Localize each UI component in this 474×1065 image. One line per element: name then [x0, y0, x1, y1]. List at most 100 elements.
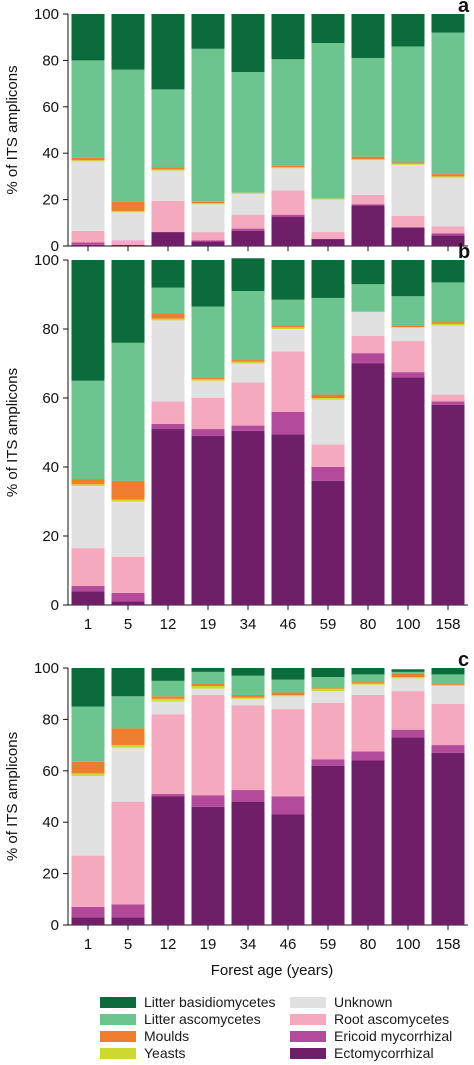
bar-segment: [191, 398, 225, 430]
bar-segment: [231, 675, 265, 695]
bar-segment: [151, 696, 185, 699]
chart-legend: Litter basidiomycetes Litter ascomycetes M…: [100, 994, 470, 1062]
bar-segment: [151, 14, 185, 90]
bar-segment: [391, 729, 425, 738]
bar-segment: [271, 434, 305, 605]
bar-segment: [311, 687, 345, 689]
bar-segment: [191, 685, 225, 689]
x-tick-label: 80: [360, 616, 377, 633]
bar-segment: [271, 411, 305, 435]
bar-segment: [71, 917, 105, 925]
legend-label: Ectomycorrhizal: [334, 1045, 434, 1061]
bar-segment: [391, 46, 425, 163]
stacked-bar-figure: a% of ITS amplicons020406080100151219344…: [4, 0, 470, 979]
bar-segment: [191, 260, 225, 307]
bar-segment: [271, 260, 305, 300]
bar-segment: [151, 287, 185, 314]
bar-segment: [151, 169, 185, 171]
bar-segment: [351, 204, 385, 206]
bar-segment: [111, 480, 145, 500]
bar-segment: [231, 694, 265, 698]
legend-label: Litter ascomycetes: [144, 1011, 261, 1027]
bar-segment: [311, 668, 345, 677]
bar-segment: [191, 435, 225, 605]
bar-segment: [271, 14, 305, 60]
bar-segment: [271, 329, 305, 352]
bar-segment: [191, 694, 225, 796]
bar-segment: [231, 361, 265, 364]
bar-segment: [111, 211, 145, 213]
bar-segment: [311, 467, 345, 481]
bar-segment: [431, 260, 465, 283]
legend-swatch: [100, 996, 136, 1008]
bar-segment: [351, 335, 385, 354]
bar-segment: [351, 160, 385, 195]
bar-segment: [231, 668, 265, 676]
bar-segment: [431, 394, 465, 402]
bar-segment: [351, 311, 385, 336]
bar-segment: [311, 676, 345, 688]
bar-segment: [391, 260, 425, 297]
panel-a: a% of ITS amplicons020406080100151219344…: [4, 0, 470, 274]
y-tick-label: 40: [42, 459, 59, 476]
y-tick-label: 80: [42, 711, 59, 728]
bar-segment: [151, 320, 185, 402]
bar-segment: [311, 260, 345, 298]
legend-label: Unknown: [334, 994, 393, 1010]
legend-swatch: [100, 1013, 136, 1025]
x-tick-label: 80: [360, 936, 377, 953]
bar-segment: [151, 668, 185, 681]
legend-item: Ectomycorrhizal: [290, 1045, 434, 1061]
bar-segment: [111, 696, 145, 729]
x-tick-label: 12: [160, 616, 177, 633]
y-tick-label: 100: [34, 252, 59, 269]
y-tick-label: 60: [42, 99, 59, 116]
bar-segment: [231, 697, 265, 699]
y-tick-label: 60: [42, 390, 59, 407]
bar-segment: [191, 380, 225, 398]
bar-segment: [351, 156, 385, 159]
bar-segment: [151, 423, 185, 430]
legend-swatch: [100, 1047, 136, 1059]
y-axis-label: % of ITS amplicons: [4, 65, 21, 194]
bar-segment: [311, 14, 345, 43]
bar-segment: [71, 14, 105, 61]
bar-segment: [431, 685, 465, 704]
bar-segment: [271, 214, 305, 217]
bar-segment: [151, 89, 185, 168]
x-tick-label: 19: [200, 616, 217, 633]
bar-segment: [431, 752, 465, 925]
bar-segment: [111, 69, 145, 202]
y-axis-label: % of ITS amplicons: [4, 368, 21, 497]
bar-segment: [311, 232, 345, 240]
bar-segment: [431, 745, 465, 753]
bar-segment: [151, 260, 185, 288]
bar-segment: [431, 174, 465, 177]
bar-segment: [71, 160, 105, 162]
bar-segment: [311, 765, 345, 925]
bar-segment: [391, 341, 425, 373]
bar-segment: [151, 313, 185, 319]
bar-segment: [431, 703, 465, 746]
bar-segment: [391, 325, 425, 328]
bar-segment: [311, 394, 345, 398]
bar-segment: [351, 14, 385, 59]
bar-segment: [231, 360, 265, 362]
bar-segment: [231, 363, 265, 383]
legend-item: Unknown: [290, 994, 392, 1010]
bar-segment: [351, 684, 385, 695]
bar-segment: [191, 671, 225, 684]
bar-segment: [191, 203, 225, 205]
bar-segment: [351, 674, 385, 683]
bar-segment: [391, 671, 425, 674]
bar-segment: [111, 592, 145, 602]
bar-segment: [271, 709, 305, 797]
bar-segment: [151, 796, 185, 925]
bar-segment: [71, 548, 105, 587]
bar-segment: [191, 795, 225, 807]
bar-segment: [191, 48, 225, 202]
bar-segment: [231, 258, 265, 292]
bar-segment: [151, 793, 185, 797]
bar-segment: [351, 668, 385, 675]
bar-segment: [231, 192, 265, 194]
